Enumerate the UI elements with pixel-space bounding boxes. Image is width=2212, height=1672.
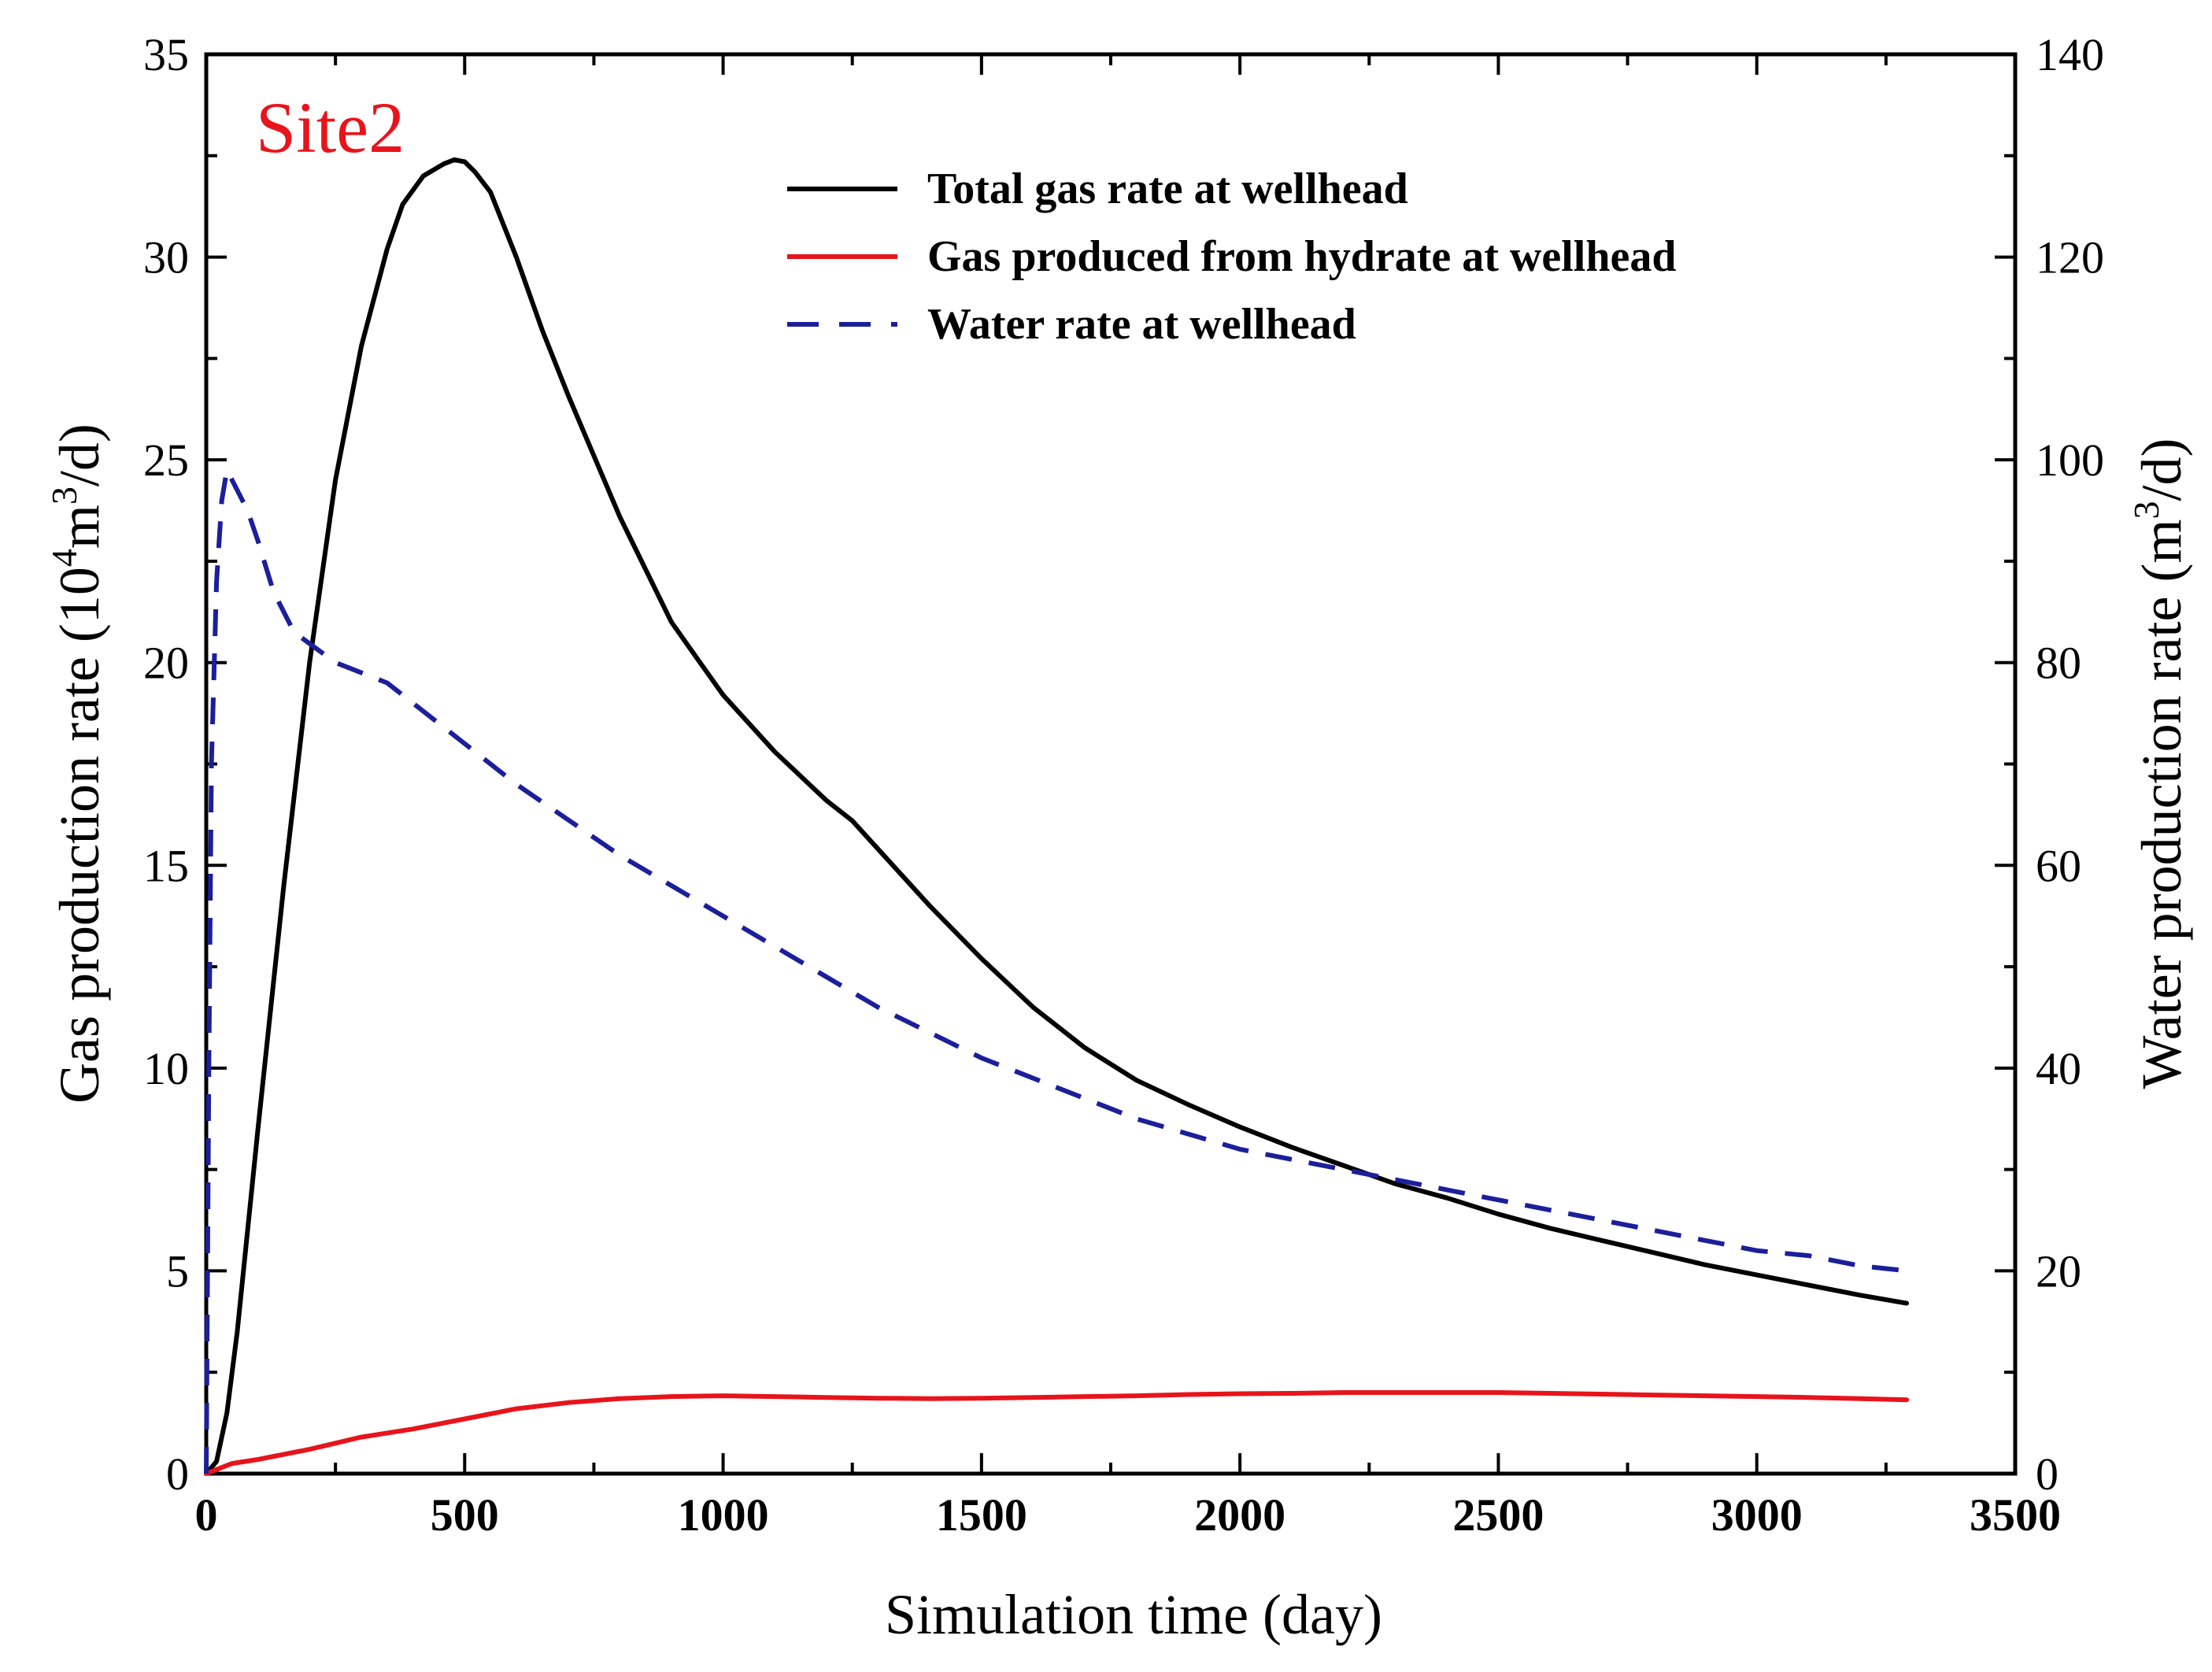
legend-label-1: Gas produced from hydrate at wellhead [927, 232, 1676, 281]
site-annotation: Site2 [256, 87, 405, 168]
y-left-tick-label: 5 [166, 1245, 189, 1297]
y-right-tick-label: 60 [2036, 840, 2081, 891]
y-left-tick-label: 15 [143, 840, 189, 891]
axis-ticks: 0 500 1000 1500 2000 2500 3000 3500051015202530… [143, 29, 2104, 1541]
y-right-tick-label: 100 [2036, 435, 2104, 486]
series-lines [204, 157, 1910, 1476]
x-tick-label: 0 [195, 1489, 218, 1541]
x-tick-label: 3500 [1970, 1489, 2061, 1541]
legend-label-2: Water rate at wellhead [927, 300, 1356, 349]
y-left-tick-label: 10 [143, 1043, 189, 1094]
x-tick-label: 3000 [1711, 1489, 1803, 1541]
y-axis-left-title: Gas production rate (104m3/d) [44, 424, 111, 1104]
x-tick-label: 1000 [678, 1489, 769, 1541]
y-left-tick-label: 0 [166, 1448, 189, 1500]
y-right-tick-label: 20 [2036, 1245, 2081, 1297]
y-left-tick-label: 30 [143, 232, 189, 283]
x-tick-label: 2000 [1194, 1489, 1285, 1541]
y-left-tick-label: 20 [143, 638, 189, 689]
y-right-tick-label: 0 [2036, 1448, 2058, 1500]
y-left-tick-label: 35 [143, 29, 189, 80]
x-axis-title: Simulation time (day) [885, 1583, 1382, 1646]
x-tick-label: 500 [431, 1489, 499, 1541]
series-line-1 [204, 1390, 1910, 1476]
x-tick-label: 2500 [1452, 1489, 1544, 1541]
y-right-tick-label: 80 [2036, 638, 2081, 689]
series-line-0 [204, 157, 1910, 1476]
legend: Total gas rate at wellhead Gas produced f… [787, 165, 1676, 349]
legend-label-0: Total gas rate at wellhead [927, 165, 1408, 213]
y-left-tick-label: 25 [143, 435, 189, 486]
y-right-tick-label: 140 [2036, 29, 2104, 80]
series-line-2 [204, 468, 1907, 1474]
y-right-tick-label: 120 [2036, 232, 2104, 283]
y-axis-right-title: Water production rate (m3/d) [2126, 438, 2193, 1089]
x-tick-label: 1500 [936, 1489, 1027, 1541]
y-right-tick-label: 40 [2036, 1043, 2081, 1094]
